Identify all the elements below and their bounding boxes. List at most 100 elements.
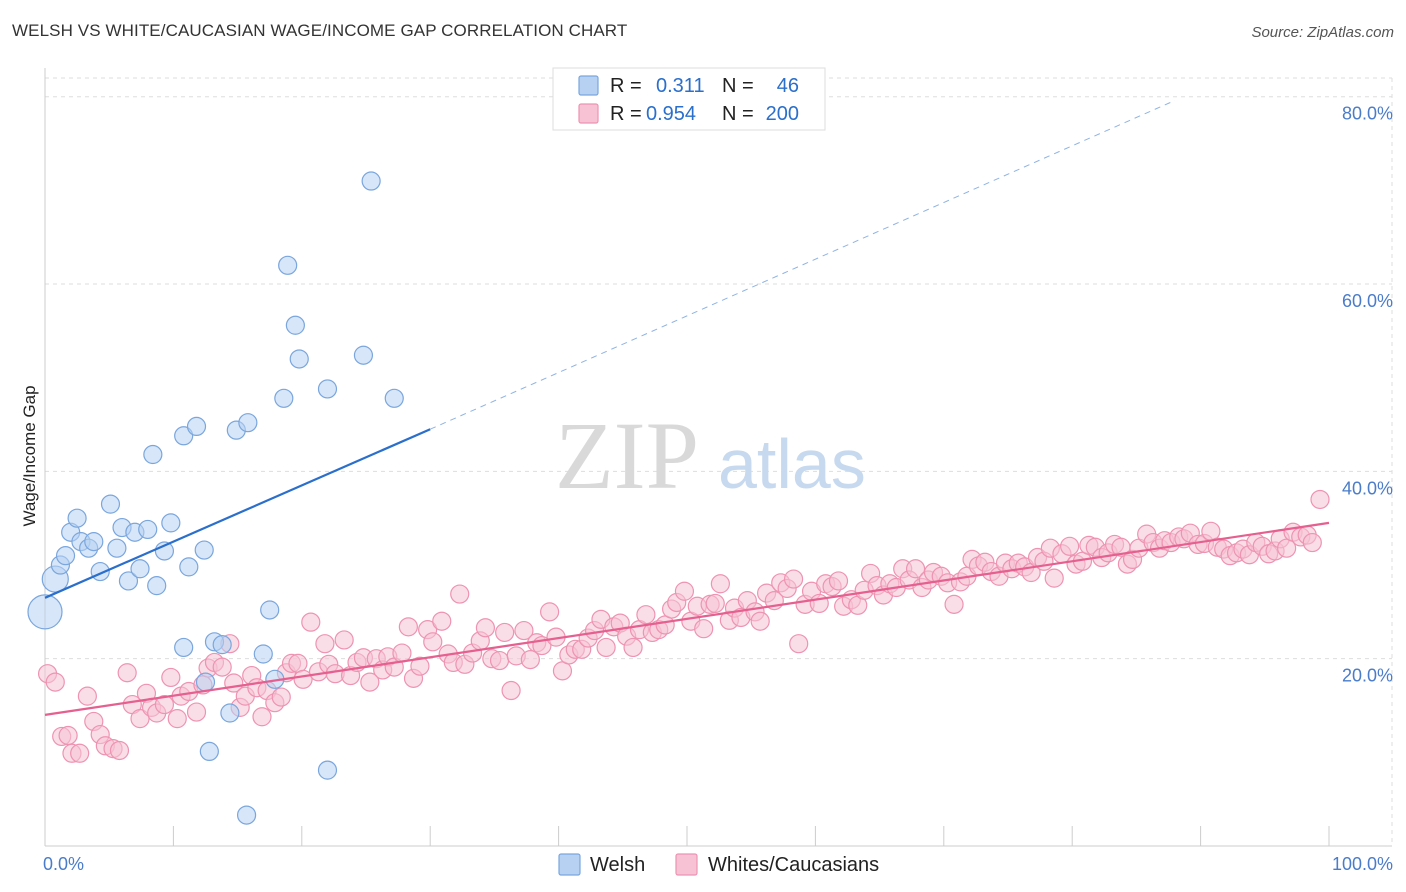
welsh-point-8 — [84, 532, 104, 552]
whites-point-62 — [432, 611, 452, 631]
whites-point-11 — [109, 740, 130, 761]
whites-r-label: R = — [610, 103, 642, 125]
welsh-point-25 — [194, 540, 214, 560]
whites-point-6 — [77, 686, 97, 706]
whites-point-51 — [360, 672, 380, 692]
whites-point-27 — [212, 657, 232, 677]
welsh-point-23 — [179, 557, 199, 577]
whites-point-61 — [423, 632, 443, 652]
whites-point-3 — [58, 725, 78, 746]
welsh-point-0 — [27, 594, 63, 630]
bottom-legend: Welsh Whites/Caucasians — [558, 853, 879, 876]
welsh-point-45 — [384, 388, 404, 408]
whites-point-117 — [783, 569, 804, 589]
y-tick-label-1: 40.0% — [1342, 478, 1393, 498]
whites-point-76 — [520, 650, 540, 670]
whites-point-20 — [167, 709, 187, 729]
whites-point-92 — [623, 637, 643, 658]
series-welsh — [27, 171, 404, 825]
welsh-r-label: R = — [610, 75, 642, 97]
welsh-point-32 — [238, 413, 258, 433]
whites-point-65 — [450, 584, 470, 604]
welsh-point-27 — [199, 741, 219, 762]
whites-point-59 — [410, 656, 430, 676]
welsh-point-42 — [317, 760, 338, 780]
whites-point-81 — [552, 661, 573, 681]
whites-point-103 — [694, 619, 714, 639]
whites-point-124 — [828, 571, 849, 591]
y-tick-label-0: 20.0% — [1342, 666, 1393, 686]
whites-point-106 — [710, 574, 730, 594]
whites-point-136 — [905, 559, 926, 579]
axes — [44, 68, 1392, 847]
y-tick-labels: 20.0% 40.0% 60.0% 80.0% — [1342, 104, 1393, 686]
whites-point-73 — [501, 680, 521, 701]
welsh-point-43 — [353, 345, 374, 365]
welsh-point-34 — [253, 644, 273, 664]
whites-point-97 — [655, 615, 675, 635]
whites-point-142 — [944, 594, 964, 614]
legend-welsh-label: Welsh — [590, 854, 645, 876]
welsh-point-15 — [130, 559, 150, 579]
welsh-point-35 — [260, 600, 280, 620]
watermark: ZIP atlas — [555, 402, 866, 509]
y-tick-label-3: 80.0% — [1342, 104, 1393, 124]
stats-legend: R = 0.311 N = 46 R = 0.954 N = 200 — [552, 67, 826, 131]
welsh-point-22 — [174, 426, 194, 446]
legend-welsh-swatch — [558, 853, 581, 876]
whites-point-69 — [475, 618, 496, 638]
welsh-point-5 — [67, 508, 87, 528]
whites-point-47 — [334, 630, 354, 650]
y-axis-label: Wage/Income Gap — [20, 385, 39, 526]
welsh-point-44 — [361, 171, 381, 191]
grid-lines — [45, 77, 1393, 846]
welsh-point-39 — [285, 315, 305, 335]
welsh-point-29 — [212, 635, 232, 655]
whites-n-value: 200 — [766, 103, 799, 125]
welsh-point-38 — [278, 255, 298, 275]
welsh-point-41 — [317, 379, 338, 399]
welsh-point-11 — [107, 538, 127, 558]
welsh-point-3 — [55, 546, 76, 566]
legend-whites-label: Whites/Caucasians — [708, 854, 879, 876]
whites-point-12 — [117, 663, 137, 683]
welsh-point-20 — [161, 513, 181, 533]
x-tick-label-1: 100.0% — [1332, 854, 1393, 874]
welsh-point-33 — [236, 805, 257, 825]
chart-title: WELSH VS WHITE/CAUCASIAN WAGE/INCOME GAP… — [12, 21, 628, 40]
x-tick-label-0: 0.0% — [43, 854, 84, 874]
whites-point-112 — [750, 611, 770, 631]
watermark-atlas: atlas — [718, 425, 866, 503]
welsh-point-26 — [195, 672, 216, 692]
welsh-point-16 — [138, 519, 158, 540]
whites-point-79 — [540, 602, 560, 622]
welsh-point-30 — [220, 703, 240, 723]
whites-point-182 — [1201, 521, 1221, 541]
whites-point-34 — [252, 707, 272, 727]
welsh-point-21 — [174, 637, 194, 658]
whites-point-37 — [271, 687, 291, 707]
welsh-r-value: 0.311 — [656, 75, 705, 97]
whites-point-88 — [596, 637, 616, 658]
whites-point-42 — [301, 612, 321, 632]
whites-point-56 — [392, 643, 412, 663]
whites-point-23 — [186, 702, 207, 722]
whites-point-44 — [315, 634, 335, 654]
whites-point-72 — [495, 622, 515, 643]
welsh-swatch — [578, 75, 599, 96]
whites-swatch — [578, 103, 599, 124]
legend-whites-swatch — [675, 853, 698, 876]
welsh-point-24 — [186, 416, 207, 437]
welsh-n-label: N = — [722, 75, 754, 97]
welsh-point-10 — [100, 494, 121, 514]
whites-point-100 — [674, 581, 695, 601]
whites-point-118 — [789, 634, 809, 654]
whites-point-40 — [288, 653, 308, 673]
whites-point-19 — [161, 667, 181, 688]
welsh-point-40 — [289, 349, 309, 369]
welsh-point-17 — [143, 444, 163, 465]
welsh-n-value: 46 — [777, 75, 799, 97]
whites-point-158 — [1044, 568, 1064, 588]
whites-n-label: N = — [722, 103, 754, 125]
